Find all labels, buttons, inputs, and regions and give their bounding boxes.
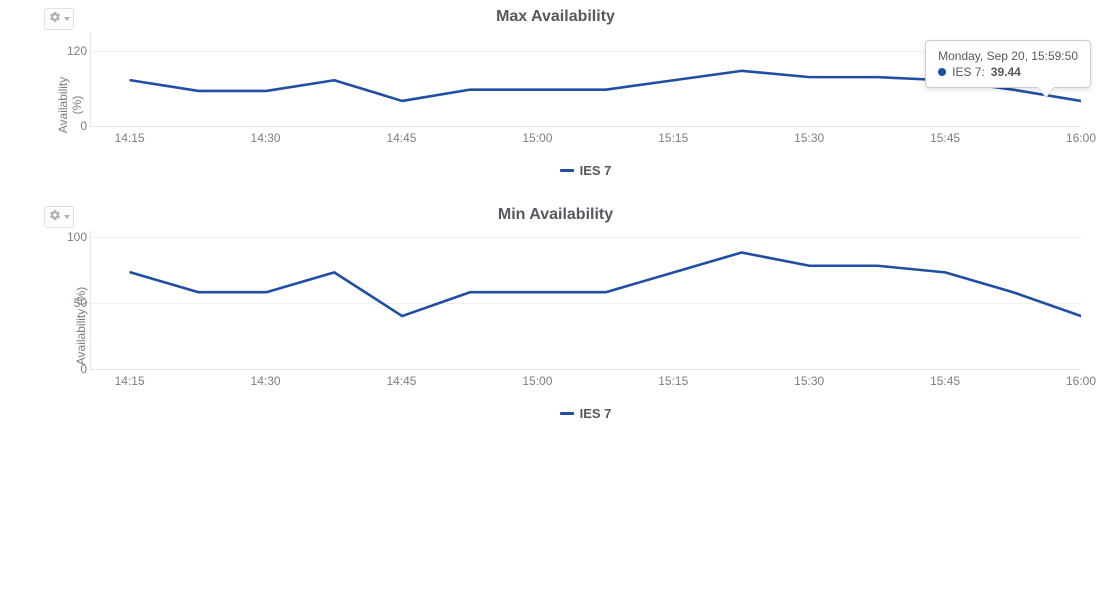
legend-swatch	[560, 169, 574, 172]
y-tick-label: 120	[57, 44, 87, 58]
x-tick-label: 15:30	[794, 131, 824, 145]
tooltip-callout-icon	[1038, 87, 1054, 97]
x-tick-label: 15:00	[522, 131, 552, 145]
line-series	[91, 230, 1081, 369]
legend-swatch	[560, 412, 574, 415]
x-tick-label: 14:30	[251, 374, 281, 388]
legend-label: IES 7	[580, 406, 612, 421]
chart-title: Min Availability	[30, 206, 1081, 224]
chart-settings-button[interactable]	[44, 8, 74, 30]
tooltip-value: 39.44	[991, 65, 1021, 79]
tooltip-series-name: IES 7:	[952, 65, 985, 79]
chart-settings-button[interactable]	[44, 206, 74, 228]
chevron-down-icon	[64, 17, 70, 21]
chart-panel-max: Max AvailabilityAvailability(%)012014:15…	[0, 0, 1111, 198]
y-tick-label: 50	[57, 296, 87, 310]
x-tick-label: 15:00	[522, 374, 552, 388]
x-tick-label: 14:30	[251, 131, 281, 145]
legend[interactable]: IES 7	[90, 406, 1081, 421]
y-tick-label: 0	[57, 119, 87, 133]
tooltip-series-row: IES 7: 39.44	[938, 65, 1078, 79]
x-tick-label: 15:15	[658, 374, 688, 388]
chart-area: Availability (%)05010014:1514:3014:4515:…	[90, 230, 1081, 421]
x-tick-label: 14:15	[115, 131, 145, 145]
plot-region[interactable]: 050100	[90, 230, 1081, 370]
tooltip: Monday, Sep 20, 15:59:50 IES 7: 39.44	[925, 40, 1091, 88]
x-tick-label: 15:45	[930, 374, 960, 388]
legend[interactable]: IES 7	[90, 163, 1081, 178]
x-tick-label: 14:45	[386, 131, 416, 145]
x-axis: 14:1514:3014:4515:0015:1515:3015:4516:00	[90, 131, 1081, 153]
chevron-down-icon	[64, 215, 70, 219]
x-axis: 14:1514:3014:4515:0015:1515:3015:4516:00	[90, 374, 1081, 396]
x-tick-label: 14:45	[386, 374, 416, 388]
chart-title: Max Availability	[30, 8, 1081, 26]
y-tick-label: 100	[57, 230, 87, 244]
legend-label: IES 7	[580, 163, 612, 178]
circle-icon	[938, 68, 946, 76]
x-tick-label: 16:00	[1066, 131, 1096, 145]
x-tick-label: 14:15	[115, 374, 145, 388]
gear-icon	[49, 208, 61, 226]
y-tick-label: 0	[57, 362, 87, 376]
x-tick-label: 16:00	[1066, 374, 1096, 388]
x-tick-label: 15:45	[930, 131, 960, 145]
gear-icon	[49, 10, 61, 28]
x-tick-label: 15:15	[658, 131, 688, 145]
x-tick-label: 15:30	[794, 374, 824, 388]
tooltip-timestamp: Monday, Sep 20, 15:59:50	[938, 49, 1078, 63]
chart-panel-min: Min AvailabilityAvailability (%)05010014…	[0, 198, 1111, 441]
